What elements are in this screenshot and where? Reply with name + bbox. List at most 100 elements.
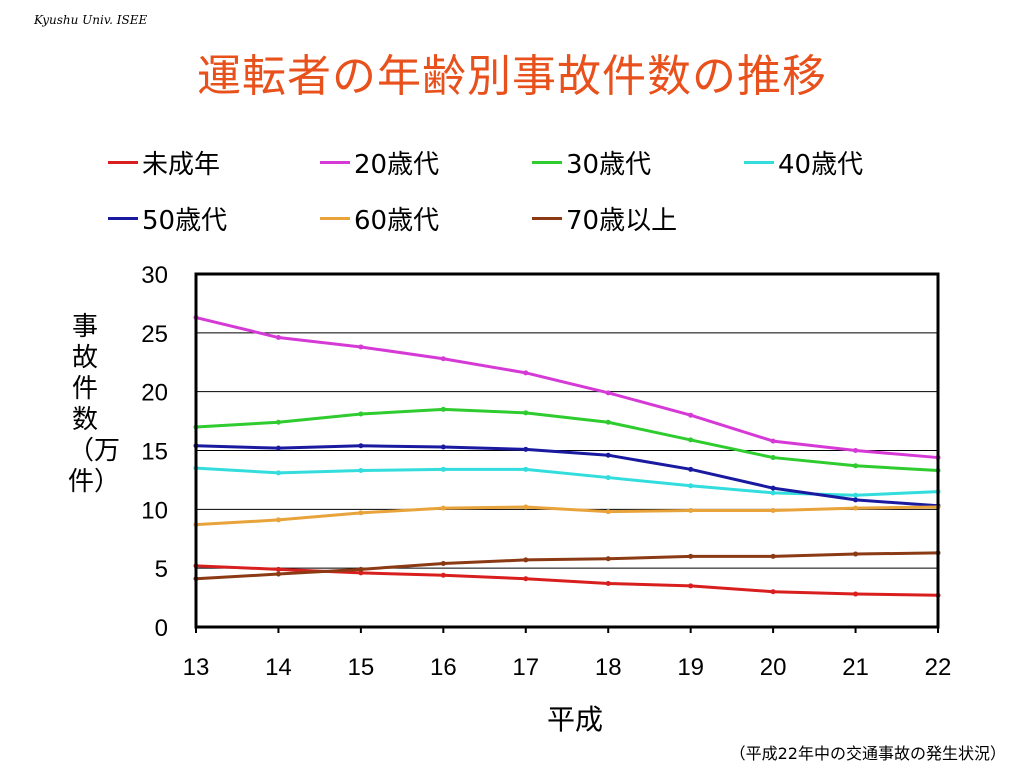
data-point-6-7 — [770, 553, 776, 559]
data-point-5-3 — [440, 505, 446, 511]
legend-item-1: 20歳代 — [320, 142, 439, 182]
series-line-1 — [195, 316, 939, 460]
data-point-3-2 — [358, 468, 364, 474]
data-point-4-8 — [853, 497, 859, 503]
data-point-1-3 — [440, 356, 446, 362]
data-point-4-4 — [523, 446, 529, 452]
x-tick-label-6: 19 — [677, 654, 704, 681]
legend-item-4: 50歳代 — [108, 198, 227, 238]
data-point-0-2 — [358, 570, 364, 576]
y-tick-label-4: 20 — [141, 380, 168, 407]
legend-item-5: 60歳代 — [320, 198, 439, 238]
data-point-6-2 — [358, 566, 364, 572]
legend-item-6: 70歳以上 — [532, 198, 677, 238]
y-tick-label-2: 10 — [141, 497, 168, 524]
legend-item-2: 30歳代 — [532, 142, 651, 182]
data-point-4-7 — [770, 485, 776, 491]
x-tick-label-9: 22 — [925, 654, 952, 681]
data-point-1-6 — [688, 412, 694, 418]
data-point-2-2 — [358, 411, 364, 417]
y-tick-label-1: 5 — [155, 556, 168, 583]
data-point-3-1 — [275, 470, 281, 476]
series-line-4 — [195, 444, 939, 508]
data-point-0-6 — [688, 583, 694, 589]
data-point-5-6 — [688, 508, 694, 514]
legend-swatch-2 — [532, 160, 562, 164]
data-point-4-1 — [275, 445, 281, 451]
data-point-4-3 — [440, 444, 446, 450]
legend-swatch-5 — [320, 216, 350, 220]
legend-item-0: 未成年 — [108, 142, 220, 182]
legend-swatch-6 — [532, 216, 562, 220]
legend-label-0: 未成年 — [142, 149, 221, 180]
data-point-6-5 — [605, 556, 611, 562]
data-point-3-3 — [440, 466, 446, 472]
y-tick-label-5: 25 — [141, 321, 168, 348]
data-point-5-2 — [358, 510, 364, 516]
page-title: 運転者の年齢別事故件数の推移 — [197, 51, 827, 102]
data-point-6-8 — [853, 551, 859, 557]
institution-label: Kyushu Univ. ISEE — [34, 13, 148, 27]
legend-swatch-0 — [108, 160, 138, 164]
x-axis-label: 平成 — [546, 703, 603, 736]
plot-border — [194, 272, 940, 629]
legend-label-1: 20歳代 — [354, 149, 440, 180]
data-point-2-6 — [688, 437, 694, 443]
data-point-0-8 — [853, 591, 859, 597]
data-point-0-3 — [440, 572, 446, 578]
data-point-2-1 — [275, 419, 281, 425]
y-tick-label-0: 0 — [155, 615, 168, 642]
y-tick-label-6: 30 — [141, 262, 168, 289]
data-point-0-1 — [275, 566, 281, 572]
legend-label-3: 40歳代 — [778, 149, 864, 180]
data-point-1-7 — [770, 438, 776, 444]
data-point-3-7 — [770, 490, 776, 496]
legend-swatch-3 — [744, 160, 774, 164]
legend-item-3: 40歳代 — [744, 142, 863, 182]
x-tick-label-1: 14 — [265, 654, 292, 681]
x-tick-label-8: 21 — [842, 654, 869, 681]
legend-label-2: 30歳代 — [566, 149, 652, 180]
data-point-0-5 — [605, 580, 611, 586]
legend-label-5: 60歳代 — [354, 205, 440, 236]
data-point-1-1 — [275, 335, 281, 341]
legend-label-4: 50歳代 — [142, 205, 228, 236]
data-point-1-4 — [523, 370, 529, 376]
data-point-4-2 — [358, 443, 364, 449]
data-point-4-5 — [605, 452, 611, 458]
data-point-6-4 — [523, 557, 529, 563]
data-point-0-7 — [770, 589, 776, 595]
data-point-6-1 — [275, 571, 281, 577]
x-tick-label-3: 16 — [430, 654, 457, 681]
x-tick-label-2: 15 — [348, 654, 375, 681]
data-point-3-4 — [523, 466, 529, 472]
source-note: （平成22年中の交通事故の発生状況） — [729, 744, 1006, 763]
y-tick-label-3: 15 — [141, 439, 168, 466]
data-point-2-5 — [605, 419, 611, 425]
data-point-6-3 — [440, 560, 446, 566]
series-line-5 — [195, 505, 939, 527]
data-point-3-6 — [688, 483, 694, 489]
data-point-6-6 — [688, 553, 694, 559]
data-point-2-7 — [770, 455, 776, 461]
data-point-5-4 — [523, 504, 529, 510]
data-point-5-8 — [853, 505, 859, 511]
data-point-3-8 — [853, 492, 859, 498]
series-line-6 — [195, 551, 939, 581]
legend-label-6: 70歳以上 — [566, 205, 678, 236]
x-tick-label-0: 13 — [183, 654, 210, 681]
series-line-2 — [195, 407, 939, 473]
legend-swatch-4 — [108, 216, 138, 220]
data-point-5-5 — [605, 509, 611, 515]
data-point-2-4 — [523, 410, 529, 416]
data-point-1-5 — [605, 390, 611, 396]
data-point-3-5 — [605, 475, 611, 481]
data-point-0-4 — [523, 576, 529, 582]
x-tick-label-7: 20 — [760, 654, 787, 681]
data-point-2-3 — [440, 406, 446, 412]
x-tick-label-4: 17 — [512, 654, 539, 681]
data-point-4-6 — [688, 466, 694, 472]
data-point-1-2 — [358, 344, 364, 350]
data-point-5-7 — [770, 508, 776, 514]
